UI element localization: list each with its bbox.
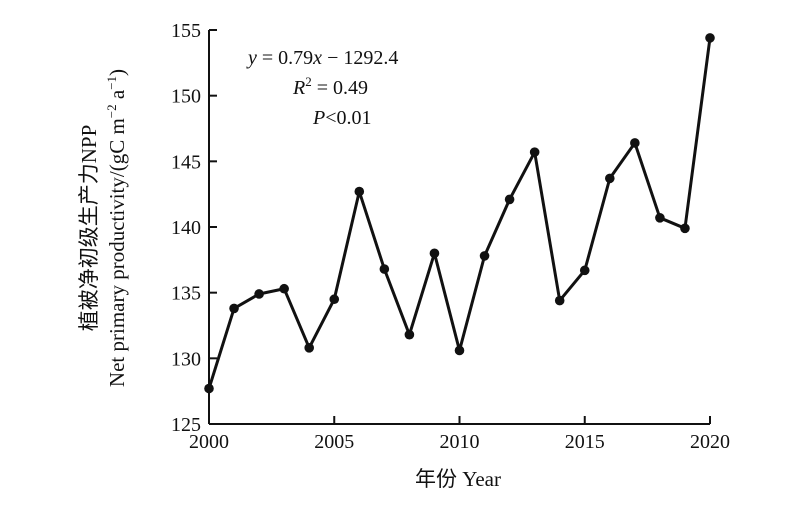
npp-series-line	[207, 37, 712, 389]
data-point-2014	[554, 295, 565, 306]
y-tick-label: 145	[171, 151, 201, 173]
y-tick-label: 125	[171, 414, 201, 436]
data-point-2002	[254, 289, 264, 299]
data-point-2011	[479, 251, 490, 261]
r-squared-label: R2 = 0.49	[292, 74, 368, 99]
data-point-2005	[329, 294, 340, 305]
data-point-2003	[279, 283, 289, 294]
x-tick-label: 2005	[314, 431, 354, 453]
data-point-2001	[229, 303, 239, 314]
x-tick-label: 2010	[440, 431, 480, 453]
data-point-2012	[504, 194, 515, 205]
data-point-2008	[404, 329, 415, 340]
y-axis-label-english: Net primary productivity/(gC m−2 a−1)	[104, 69, 129, 387]
series-group	[204, 33, 715, 394]
data-point-2000	[204, 383, 214, 394]
data-point-2004	[304, 343, 315, 353]
data-point-2009	[429, 248, 440, 259]
y-tick-label: 135	[171, 283, 201, 305]
data-point-2007	[379, 264, 390, 274]
data-point-2016	[605, 173, 615, 184]
y-tick-label: 130	[171, 348, 201, 370]
x-tick-label: 2020	[690, 431, 730, 453]
y-tick-label: 140	[171, 217, 201, 239]
y-tick-label: 150	[171, 86, 201, 108]
data-point-2020	[705, 33, 715, 43]
p-value-label: P<0.01	[312, 107, 372, 129]
ticks: 125 130 135 140 145 150 155 2000 2005 2010 2015 202…	[171, 20, 730, 453]
axes	[208, 30, 710, 425]
data-point-2018	[655, 213, 665, 223]
data-point-2017	[630, 138, 640, 148]
data-point-2019	[680, 223, 690, 234]
trend-equation: y = 0.79x − 1292.4	[246, 47, 398, 69]
y-tick-label: 155	[171, 20, 201, 42]
data-point-2006	[354, 186, 365, 197]
x-tick-label: 2015	[565, 431, 605, 453]
data-point-2015	[579, 265, 590, 276]
y-axis-label-chinese: 植被净初级生产力NPP	[77, 125, 101, 332]
data-point-2010	[454, 345, 465, 356]
data-point-2013	[529, 147, 540, 157]
x-axis-label: 年份 Year	[415, 467, 501, 491]
x-tick-label: 2000	[189, 431, 229, 453]
